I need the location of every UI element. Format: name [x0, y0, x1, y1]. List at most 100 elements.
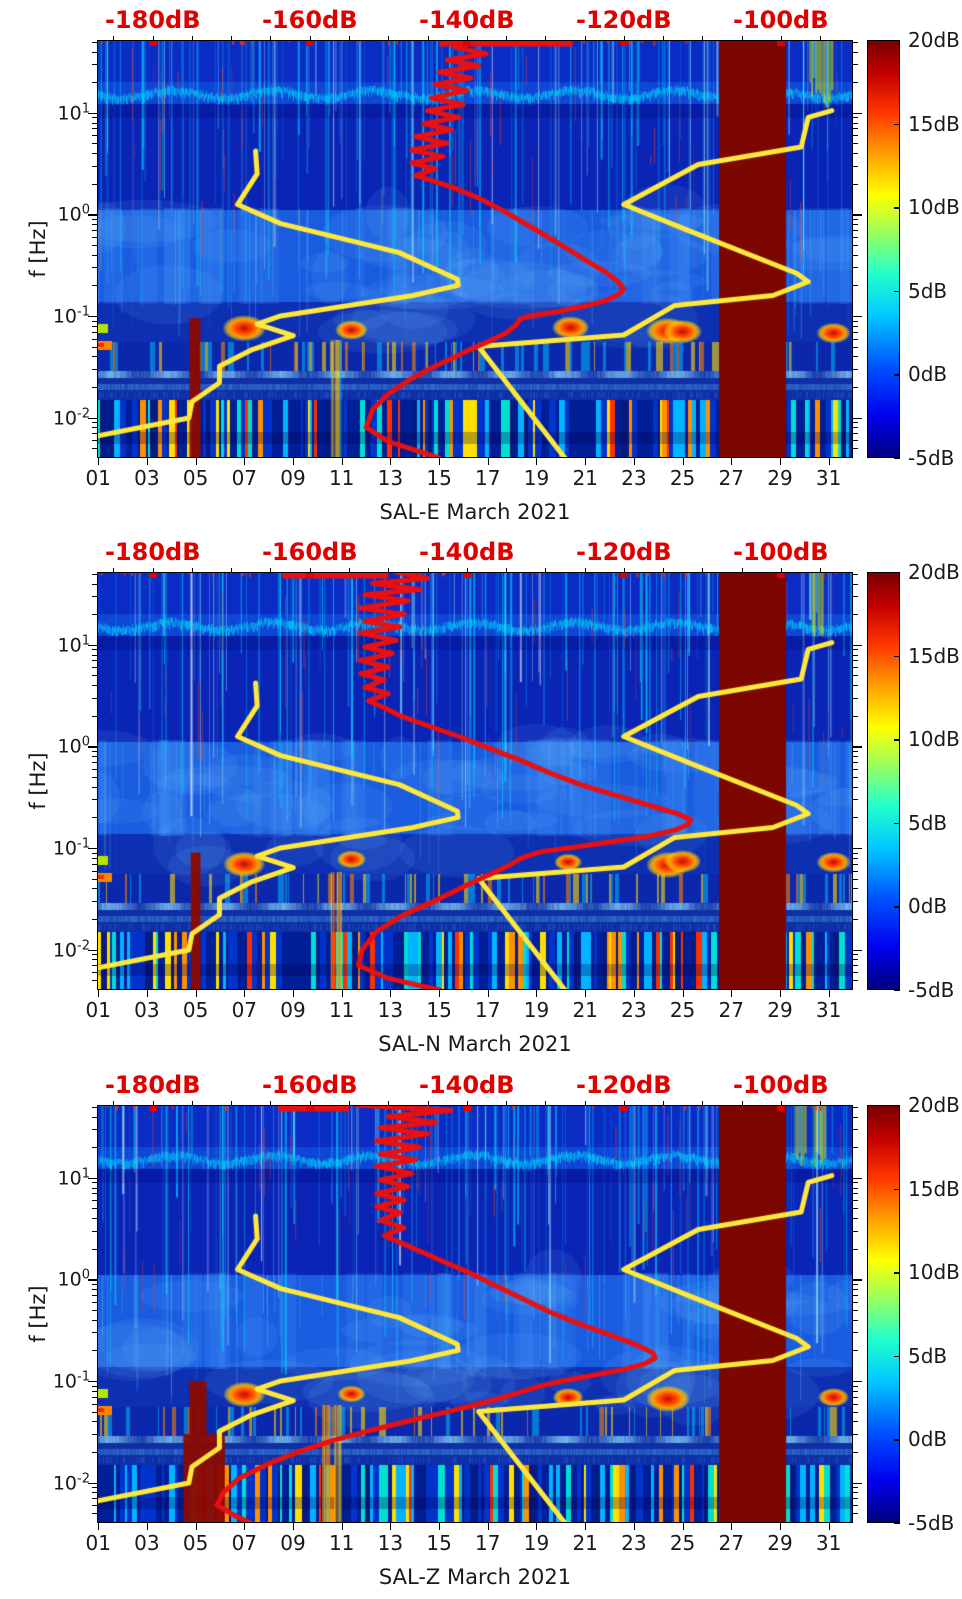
x-axis-tick	[731, 990, 733, 997]
top-axis-tick	[309, 1101, 311, 1105]
top-axis-tick	[309, 36, 311, 40]
top-axis-tick	[231, 36, 233, 40]
x-axis-tick	[341, 990, 343, 997]
top-db-label: -140dB	[418, 1071, 515, 1099]
y-axis-minor-tick-right	[853, 1284, 858, 1285]
y-axis-minor-tick	[92, 153, 97, 155]
y-axis-minor-tick	[92, 685, 97, 687]
x-axis-tick	[439, 458, 441, 465]
y-axis-minor-tick-right	[853, 660, 858, 662]
x-axis-tick	[244, 458, 246, 465]
y-axis-minor-tick	[92, 583, 97, 585]
y-axis-minor-tick	[92, 440, 97, 442]
y-axis-minor-tick-right	[853, 697, 858, 699]
x-axis-tick	[146, 458, 148, 465]
y-axis-minor-tick	[92, 1434, 97, 1436]
colorbar-tick-label: 20dB	[908, 1093, 960, 1117]
x-axis-tick	[487, 458, 489, 465]
y-axis-minor-tick-right	[853, 230, 858, 232]
y-axis-minor-tick	[92, 697, 97, 699]
top-axis-tick	[466, 36, 468, 40]
y-axis-minor-tick-right	[853, 422, 858, 424]
y-axis-minor-tick	[92, 1513, 97, 1515]
top-axis-tick	[741, 36, 743, 40]
y-axis-minor-tick	[92, 878, 97, 880]
y-axis-minor-tick-right	[853, 786, 858, 788]
y-axis-minor-tick-right	[853, 959, 858, 961]
top-db-label: -100dB	[733, 538, 829, 566]
y-axis-label: f [Hz]	[26, 220, 50, 278]
y-axis-minor-tick	[92, 901, 97, 903]
y-axis-minor-tick-right	[853, 369, 858, 371]
y-axis-minor-tick-right	[853, 817, 858, 819]
y-axis-minor-tick-right	[853, 386, 858, 388]
y-axis-minor-tick	[92, 972, 97, 974]
y-axis-minor-tick	[92, 433, 97, 435]
y-axis-minor-tick	[92, 654, 97, 656]
x-tick-label: 09	[280, 466, 306, 490]
y-axis-minor-tick-right	[853, 320, 858, 322]
y-axis-minor-tick	[92, 117, 97, 119]
top-axis-tick	[702, 1101, 704, 1105]
y-axis-minor-tick	[92, 715, 97, 717]
top-db-label: -100dB	[733, 6, 829, 34]
y-axis-minor-tick-right	[853, 1396, 858, 1398]
top-axis-red-tick	[148, 41, 157, 46]
y-axis-major-tick-right	[853, 1279, 862, 1281]
y-axis-minor-tick-right	[853, 433, 858, 435]
y-tick-label: 10-2	[52, 1470, 90, 1495]
colorbar-tick	[894, 1105, 900, 1107]
y-tick-label: 100	[57, 1267, 90, 1292]
x-tick-label: 07	[231, 1531, 258, 1555]
top-axis-tick	[584, 1101, 586, 1105]
y-axis-minor-tick-right	[853, 649, 858, 651]
y-axis-minor-tick	[92, 596, 97, 598]
y-axis-minor-tick-right	[853, 675, 858, 677]
x-axis-tick	[293, 1523, 294, 1530]
y-axis-minor-tick-right	[853, 254, 858, 256]
top-axis-tick	[506, 568, 507, 572]
top-db-label: -120dB	[576, 6, 672, 34]
y-axis-minor-tick-right	[853, 427, 858, 429]
y-axis-minor-tick-right	[853, 1218, 858, 1220]
top-db-label: -100dB	[733, 1071, 829, 1099]
y-axis-major-tick-right	[853, 746, 862, 748]
y-axis-minor-tick-right	[853, 776, 858, 778]
top-axis-tick	[780, 1101, 782, 1105]
colorbar	[867, 40, 900, 458]
y-axis-minor-tick-right	[853, 1230, 858, 1232]
y-axis-minor-tick	[92, 756, 97, 758]
y-axis-minor-tick-right	[853, 117, 858, 119]
y-axis-minor-tick	[92, 675, 97, 677]
x-tick-label: 29	[767, 998, 793, 1022]
x-tick-label: 01	[85, 998, 111, 1022]
x-axis-tick	[195, 990, 197, 997]
x-tick-label: 13	[377, 1531, 404, 1555]
y-axis-minor-tick-right	[853, 888, 858, 890]
x-tick-label: 11	[328, 998, 355, 1022]
y-axis-minor-tick-right	[853, 583, 858, 585]
y-axis-minor-tick-right	[853, 1332, 858, 1334]
colorbar	[867, 1105, 900, 1523]
top-axis-tick	[702, 568, 704, 572]
top-db-label: -160dB	[261, 6, 358, 34]
top-axis-red-tick	[776, 1106, 785, 1111]
colorbar-tick-label: -5dB	[908, 978, 955, 1002]
x-tick-label: 31	[815, 998, 842, 1022]
y-tick-label: 101	[57, 633, 90, 657]
y-axis-minor-tick	[92, 165, 97, 167]
x-tick-label: 27	[718, 466, 744, 490]
x-axis-tick	[682, 990, 684, 997]
colorbar-tick	[894, 1523, 900, 1525]
top-axis-tick	[466, 1101, 468, 1105]
x-tick-label: 25	[669, 998, 696, 1022]
top-axis-tick	[152, 36, 154, 40]
colorbar-tick-label: 0dB	[908, 362, 948, 387]
y-tick-label: 10-1	[52, 836, 90, 860]
y-axis-minor-tick-right	[853, 1193, 858, 1195]
x-tick-label: 29	[767, 1531, 793, 1555]
y-axis-minor-tick-right	[853, 448, 858, 450]
y-axis-minor-tick-right	[853, 1147, 858, 1149]
x-tick-label: 15	[426, 1531, 452, 1555]
y-axis-minor-tick-right	[853, 965, 858, 967]
